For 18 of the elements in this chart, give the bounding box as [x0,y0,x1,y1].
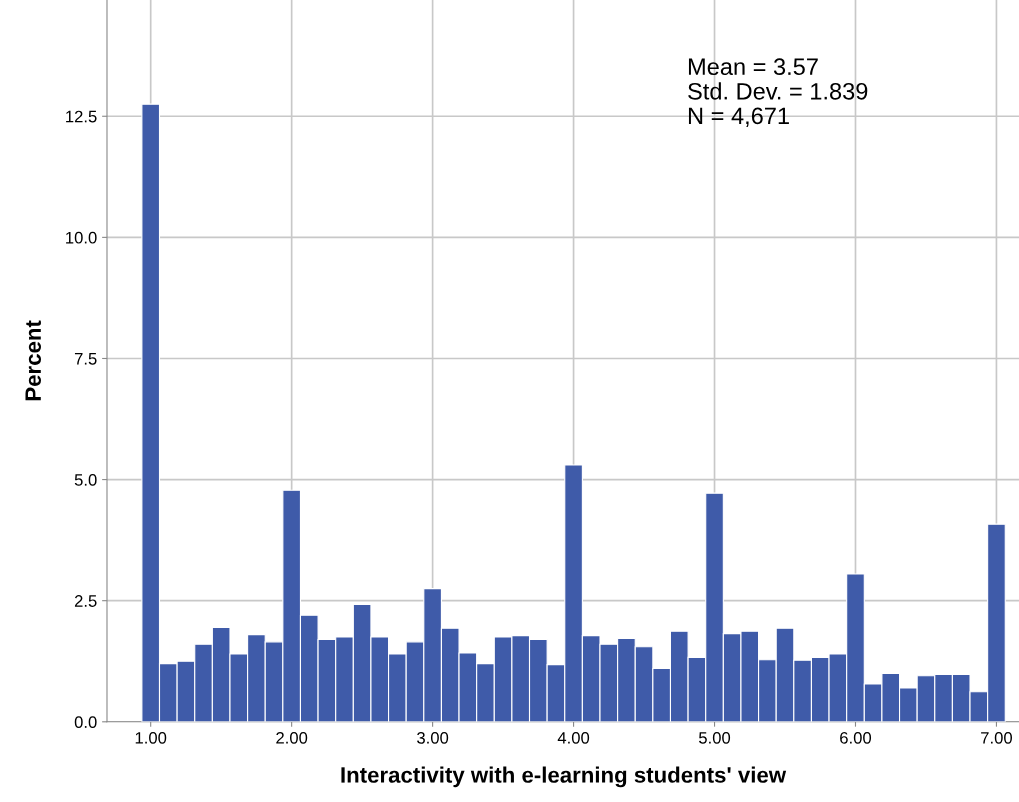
x-tick-label: 4.00 [557,731,590,744]
x-tick-label: 1.00 [135,731,167,744]
annotation: Std. Dev. = 1.839 [688,82,868,100]
annotation: Mean = 3.57 [688,58,818,76]
annotation: N = 4,671 [688,107,789,127]
x-tick-label: 6.00 [840,731,872,744]
x-axis-title: Interactivity with e-learning students' view [341,766,787,788]
x-tick-label: 2.00 [276,731,308,744]
y-tick-label: 5.0 [74,473,97,486]
y-tick-label: 0.0 [74,716,97,728]
x-tick-label: 3.00 [417,731,449,744]
y-tick-label: 7.5 [74,353,97,365]
y-tick-label: 10.0 [66,231,97,244]
x-tick-label: 5.00 [698,731,731,744]
y-tick-label: 2.5 [74,595,97,607]
y-axis-title: Percent [25,320,41,401]
y-tick-label: 12.5 [66,110,97,123]
x-tick-label: 7.00 [981,731,1013,744]
